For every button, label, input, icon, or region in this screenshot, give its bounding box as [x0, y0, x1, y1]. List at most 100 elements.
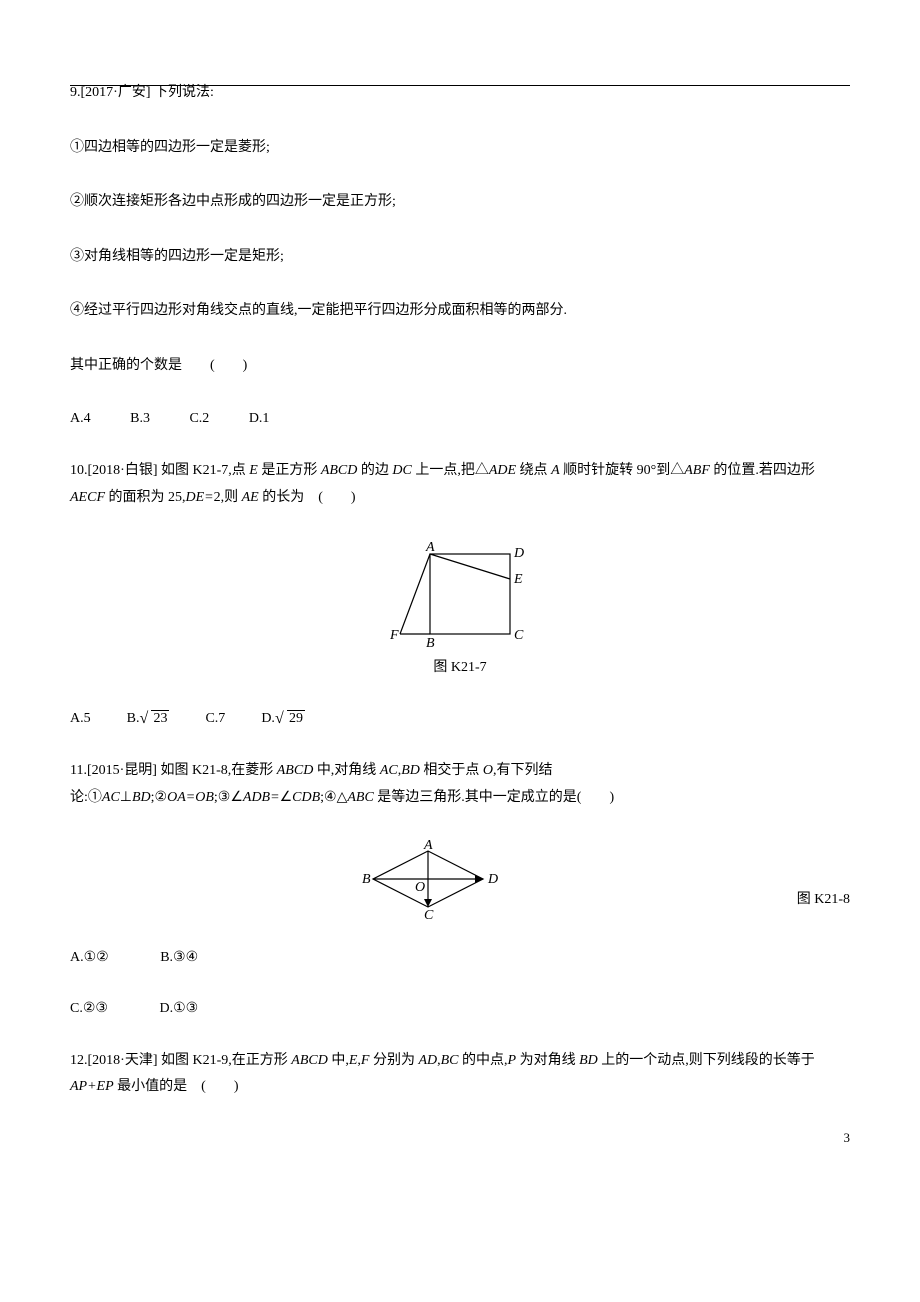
q10-option-b-prefix: B. — [127, 708, 140, 730]
q9-stem: 9.[2017·广安] 下列说法: — [70, 80, 850, 107]
q11-label-b: B — [362, 872, 371, 887]
q10-var-ae: AE — [242, 490, 259, 505]
q11-text: 是等边三角形.其中一定成立的是( ) — [374, 790, 614, 805]
q11-figure-caption: 图 K21-8 — [797, 889, 850, 911]
q10-option-b: B. 23 — [127, 708, 170, 730]
q10-var-a: A — [551, 463, 560, 478]
q10-option-c: C.7 — [205, 708, 225, 730]
q11-text: ⊥ — [120, 790, 132, 805]
q12-var: AD — [418, 1053, 437, 1068]
q11-label-d: D — [487, 872, 498, 887]
q9-statement-3: ③对角线相等的四边形一定是矩形; — [70, 244, 850, 271]
q11-option-a: A.①② — [70, 947, 109, 969]
q10-diagram: A D E C B F — [390, 539, 530, 649]
q12-text: 最小值的是 ( ) — [114, 1079, 239, 1094]
q10-label-f: F — [390, 628, 399, 643]
q10-label-b: B — [426, 636, 435, 649]
q11-label-a: A — [423, 839, 433, 853]
q11-var: ABCD — [277, 763, 314, 778]
q10-var-e: E — [249, 463, 258, 478]
q11-text: ∠ — [280, 790, 293, 805]
q11-text: 11.[2015·昆明] 如图 K21-8,在菱形 — [70, 763, 277, 778]
q10-text: 顺时针旋转 90°到△ — [560, 463, 685, 478]
q10-label-a: A — [425, 540, 435, 555]
q12-stem: 12.[2018·天津] 如图 K21-9,在正方形 ABCD 中,E,F 分别… — [70, 1048, 850, 1101]
q10-figure: A D E C B F 图 K21-7 — [70, 539, 850, 679]
q9-option-c: C.2 — [189, 408, 209, 430]
page-number: 3 — [844, 1128, 851, 1149]
q11-option-d: D.①③ — [159, 998, 198, 1020]
header-rule — [70, 85, 850, 86]
q11-var: AC — [102, 790, 120, 805]
q10-text: 2,则 — [214, 490, 242, 505]
q10-text: 绕点 — [516, 463, 551, 478]
q12-text: 12.[2018·天津] 如图 K21-9,在正方形 — [70, 1053, 291, 1068]
q10-option-b-val: 23 — [151, 710, 169, 726]
q12-var: ABCD — [291, 1053, 328, 1068]
q10-stem: 10.[2018·白银] 如图 K21-7,点 E 是正方形 ABCD 的边 D… — [70, 458, 850, 511]
q11-text: ;③∠ — [214, 790, 243, 805]
q10-var-aecf: AECF — [70, 490, 105, 505]
q10-text: 是正方形 — [258, 463, 321, 478]
q10-option-d-prefix: D. — [261, 708, 275, 730]
q10-option-d-val: 29 — [287, 710, 305, 726]
q9-option-d: D.1 — [249, 408, 270, 430]
q9-options: A.4 B.3 C.2 D.1 — [70, 408, 850, 430]
q12-text: 中, — [328, 1053, 349, 1068]
q10-label-d: D — [513, 546, 524, 561]
q9-option-a: A.4 — [70, 408, 91, 430]
q11-var: ADB= — [243, 790, 280, 805]
q12-text: 为对角线 — [516, 1053, 579, 1068]
q10-text: 的位置.若四边形 — [710, 463, 815, 478]
q10-text: 10.[2018·白银] 如图 K21-7,点 — [70, 463, 249, 478]
q11-option-c: C.②③ — [70, 998, 108, 1020]
q11-text: 相交于点 — [420, 763, 483, 778]
q12-var: P — [508, 1053, 517, 1068]
q9-option-b: B.3 — [130, 408, 150, 430]
q10-var-ade: ADE — [489, 463, 516, 478]
q10-var-dc: DC — [392, 463, 411, 478]
q11-label-o: O — [415, 880, 425, 895]
q12-text: 分别为 — [369, 1053, 418, 1068]
q10-option-d: D. 29 — [261, 708, 305, 730]
q11-stem: 11.[2015·昆明] 如图 K21-8,在菱形 ABCD 中,对角线 AC,… — [70, 758, 850, 811]
q12-var: BC — [441, 1053, 459, 1068]
q10-var-abf: ABF — [684, 463, 710, 478]
q10-var-abcd: ABCD — [321, 463, 358, 478]
q12-text: 上的一个动点,则下列线段的长等于 — [598, 1053, 815, 1068]
q10-options: A.5 B. 23 C.7 D. 29 — [70, 708, 850, 730]
q11-var: BD — [132, 790, 151, 805]
q10-var-de: DE= — [186, 490, 214, 505]
q10-text: 的长为 ( ) — [259, 490, 356, 505]
q11-option-b: B.③④ — [160, 947, 198, 969]
q11-figure: A B C D O 图 K21-8 — [70, 839, 850, 919]
q11-var: ABC — [347, 790, 373, 805]
q11-text: ;④△ — [320, 790, 347, 805]
q12-text: 的中点, — [459, 1053, 508, 1068]
q10-text: 的面积为 25, — [105, 490, 186, 505]
q9-statement-1: ①四边相等的四边形一定是菱形; — [70, 135, 850, 162]
q10-text: 上一点,把△ — [412, 463, 489, 478]
q11-text: 中,对角线 — [313, 763, 380, 778]
q9-ask: 其中正确的个数是 ( ) — [70, 353, 850, 380]
q9-statement-4: ④经过平行四边形对角线交点的直线,一定能把平行四边形分成面积相等的两部分. — [70, 298, 850, 325]
q9-statement-2: ②顺次连接矩形各边中点形成的四边形一定是正方形; — [70, 189, 850, 216]
q11-var: OA=OB — [167, 790, 214, 805]
q10-text: 的边 — [357, 463, 392, 478]
q12-var: BD — [579, 1053, 598, 1068]
q11-var: AC — [380, 763, 398, 778]
q11-var: O — [483, 763, 493, 778]
q10-figure-caption: 图 K21-7 — [70, 657, 850, 679]
q11-var: CDB — [292, 790, 320, 805]
q11-diagram: A B C D O — [358, 839, 498, 919]
q11-var: BD — [401, 763, 420, 778]
q10-label-e: E — [513, 572, 523, 587]
q11-options: A.①② B.③④ C.②③ D.①③ — [70, 947, 850, 1020]
q12-var: AP+EP — [70, 1079, 114, 1094]
sqrt-icon: 29 — [277, 708, 305, 730]
q10-option-a: A.5 — [70, 708, 91, 730]
q11-text: ;② — [151, 790, 167, 805]
q11-label-c: C — [424, 908, 434, 919]
sqrt-icon: 23 — [141, 708, 169, 730]
q10-label-c: C — [514, 628, 524, 643]
